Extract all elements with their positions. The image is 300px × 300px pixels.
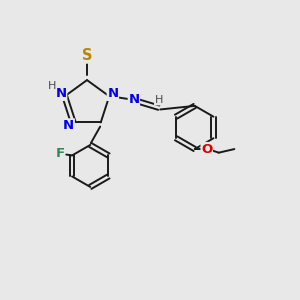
Text: H: H	[48, 81, 56, 91]
Text: N: N	[63, 119, 74, 132]
Text: N: N	[56, 87, 67, 101]
Text: N: N	[107, 87, 118, 101]
Text: S: S	[82, 48, 92, 63]
Text: N: N	[128, 93, 140, 106]
Text: O: O	[201, 142, 212, 156]
Text: H: H	[154, 95, 163, 105]
Text: F: F	[56, 147, 64, 161]
